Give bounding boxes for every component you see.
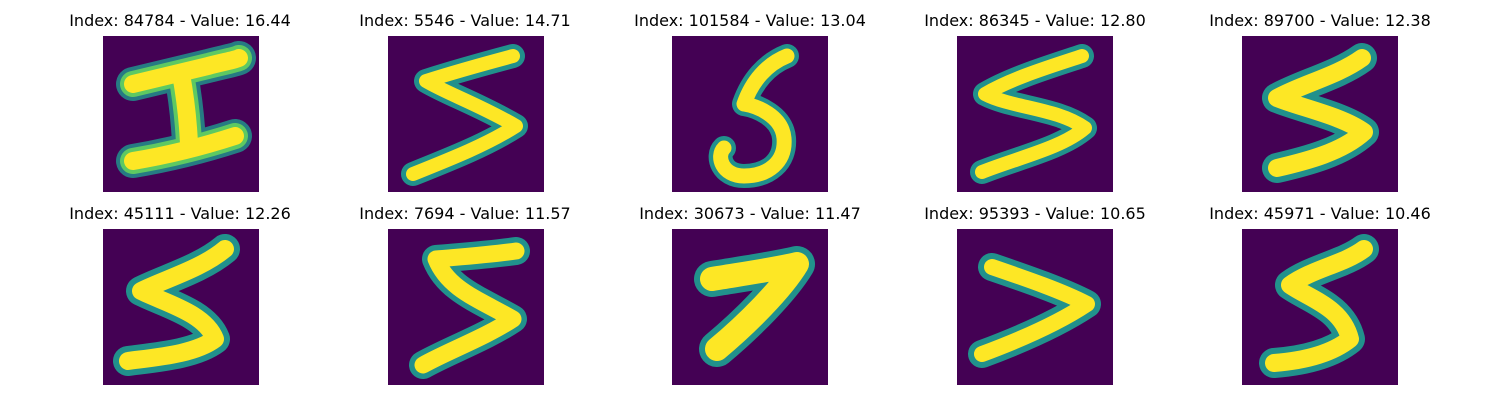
digit-stroke-graphic: [708, 44, 799, 188]
cell-title: Index: 86345 - Value: 12.80: [924, 11, 1146, 30]
cell-title: Index: 45971 - Value: 10.46: [1209, 204, 1431, 223]
cell-title: Index: 101584 - Value: 13.04: [634, 11, 866, 30]
digit-stroke-graphic: [409, 237, 530, 379]
cell-title: Index: 30673 - Value: 11.47: [639, 204, 861, 223]
digit-image: [103, 36, 259, 192]
digit-image: [388, 36, 544, 192]
digit-stroke-graphic: [116, 41, 256, 178]
digit-stroke-graphic: [970, 44, 1097, 184]
grid-cell-1: Index: 84784 - Value: 16.44: [30, 12, 330, 202]
digit-image: [957, 36, 1113, 192]
digit-stroke-graphic: [1262, 43, 1379, 183]
grid-cell-6: Index: 45111 - Value: 12.26: [30, 205, 330, 395]
grid-cell-9: Index: 95393 - Value: 10.65: [885, 205, 1185, 395]
cell-title: Index: 89700 - Value: 12.38: [1209, 11, 1431, 30]
grid-cell-10: Index: 45971 - Value: 10.46: [1170, 205, 1470, 395]
digit-image: [1242, 229, 1398, 385]
digit-image: [1242, 36, 1398, 192]
grid-cell-5: Index: 89700 - Value: 12.38: [1170, 12, 1470, 202]
digit-image: [103, 229, 259, 385]
cell-title: Index: 84784 - Value: 16.44: [69, 11, 291, 30]
cell-title: Index: 95393 - Value: 10.65: [924, 204, 1146, 223]
digit-image: [388, 229, 544, 385]
grid-cell-8: Index: 30673 - Value: 11.47: [600, 205, 900, 395]
grid-cell-2: Index: 5546 - Value: 14.71: [315, 12, 615, 202]
digit-stroke-graphic: [113, 234, 240, 376]
digit-stroke-graphic: [1259, 234, 1379, 378]
digit-image: [672, 229, 828, 385]
grid-cell-4: Index: 86345 - Value: 12.80: [885, 12, 1185, 202]
cell-title: Index: 7694 - Value: 11.57: [359, 204, 571, 223]
cell-title: Index: 45111 - Value: 12.26: [69, 204, 291, 223]
digit-stroke-graphic: [694, 246, 815, 367]
grid-cell-3: Index: 101584 - Value: 13.04: [600, 12, 900, 202]
grid-cell-7: Index: 7694 - Value: 11.57: [315, 205, 615, 395]
digit-image: [957, 229, 1113, 385]
cell-title: Index: 5546 - Value: 14.71: [359, 11, 571, 30]
digit-image: [672, 36, 828, 192]
digit-stroke-graphic: [401, 44, 528, 186]
digit-stroke-graphic: [968, 253, 1101, 368]
